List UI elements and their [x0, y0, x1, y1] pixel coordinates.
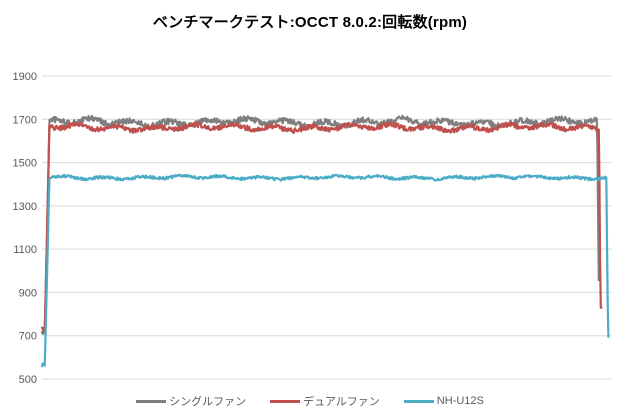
legend-item-2: NH-U12S — [403, 395, 484, 407]
series-line-dual-fan — [40, 121, 603, 333]
legend-swatch — [403, 399, 434, 403]
series-line-nh-u12s — [40, 173, 610, 368]
chart-title: ベンチマークテスト:OCCT 8.0.2:回転数(rpm) — [152, 14, 468, 31]
y-tick-label-1500: 1500 — [13, 158, 37, 170]
y-tick-label-1100: 1100 — [13, 244, 37, 256]
legend-swatch — [136, 399, 167, 403]
legend-item-0: シングルファン — [136, 393, 246, 409]
legend: シングルファン デュアルファン NH-U12S — [0, 393, 620, 409]
y-tick-label-1700: 1700 — [13, 114, 37, 126]
legend-label: シングルファン — [169, 396, 247, 408]
y-tick-label-900: 900 — [19, 287, 37, 299]
y-tick-label-700: 700 — [19, 331, 37, 343]
legend-label: NH-U12S — [436, 395, 484, 407]
y-tick-label-1300: 1300 — [13, 201, 37, 213]
legend-item-1: デュアルファン — [270, 393, 380, 409]
legend-swatch — [270, 399, 301, 403]
y-tick-label-500: 500 — [19, 374, 37, 386]
y-tick-label-1900: 1900 — [13, 71, 37, 83]
series-line-single-fan — [40, 114, 600, 335]
legend-label: デュアルファン — [303, 396, 380, 408]
